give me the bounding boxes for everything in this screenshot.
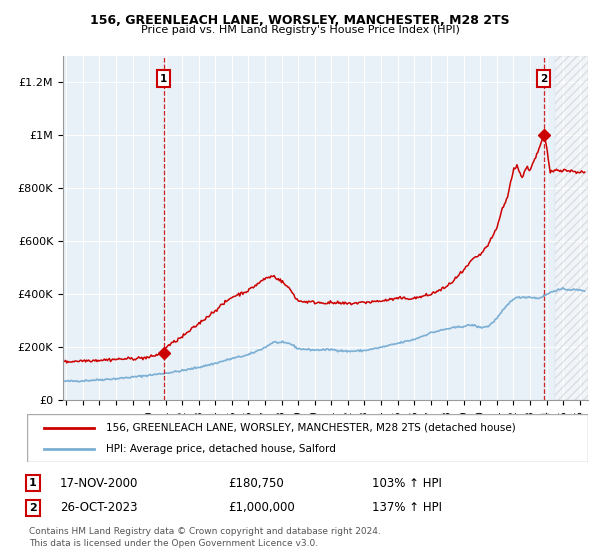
Text: Contains HM Land Registry data © Crown copyright and database right 2024.: Contains HM Land Registry data © Crown c… [29,528,380,536]
Text: 137% ↑ HPI: 137% ↑ HPI [372,501,442,515]
Text: Price paid vs. HM Land Registry's House Price Index (HPI): Price paid vs. HM Land Registry's House … [140,25,460,35]
FancyBboxPatch shape [27,414,588,462]
Text: 1: 1 [29,478,37,488]
Text: 17-NOV-2000: 17-NOV-2000 [60,477,139,490]
Text: 156, GREENLEACH LANE, WORSLEY, MANCHESTER, M28 2TS: 156, GREENLEACH LANE, WORSLEY, MANCHESTE… [90,14,510,27]
Text: 156, GREENLEACH LANE, WORSLEY, MANCHESTER, M28 2TS (detached house): 156, GREENLEACH LANE, WORSLEY, MANCHESTE… [106,423,515,433]
Text: £180,750: £180,750 [228,477,284,490]
Text: 103% ↑ HPI: 103% ↑ HPI [372,477,442,490]
Text: 2: 2 [540,73,547,83]
Text: 1: 1 [160,73,167,83]
Text: This data is licensed under the Open Government Licence v3.0.: This data is licensed under the Open Gov… [29,539,318,548]
Text: 26-OCT-2023: 26-OCT-2023 [60,501,137,515]
Text: HPI: Average price, detached house, Salford: HPI: Average price, detached house, Salf… [106,444,335,454]
Text: £1,000,000: £1,000,000 [228,501,295,515]
Text: 2: 2 [29,503,37,513]
